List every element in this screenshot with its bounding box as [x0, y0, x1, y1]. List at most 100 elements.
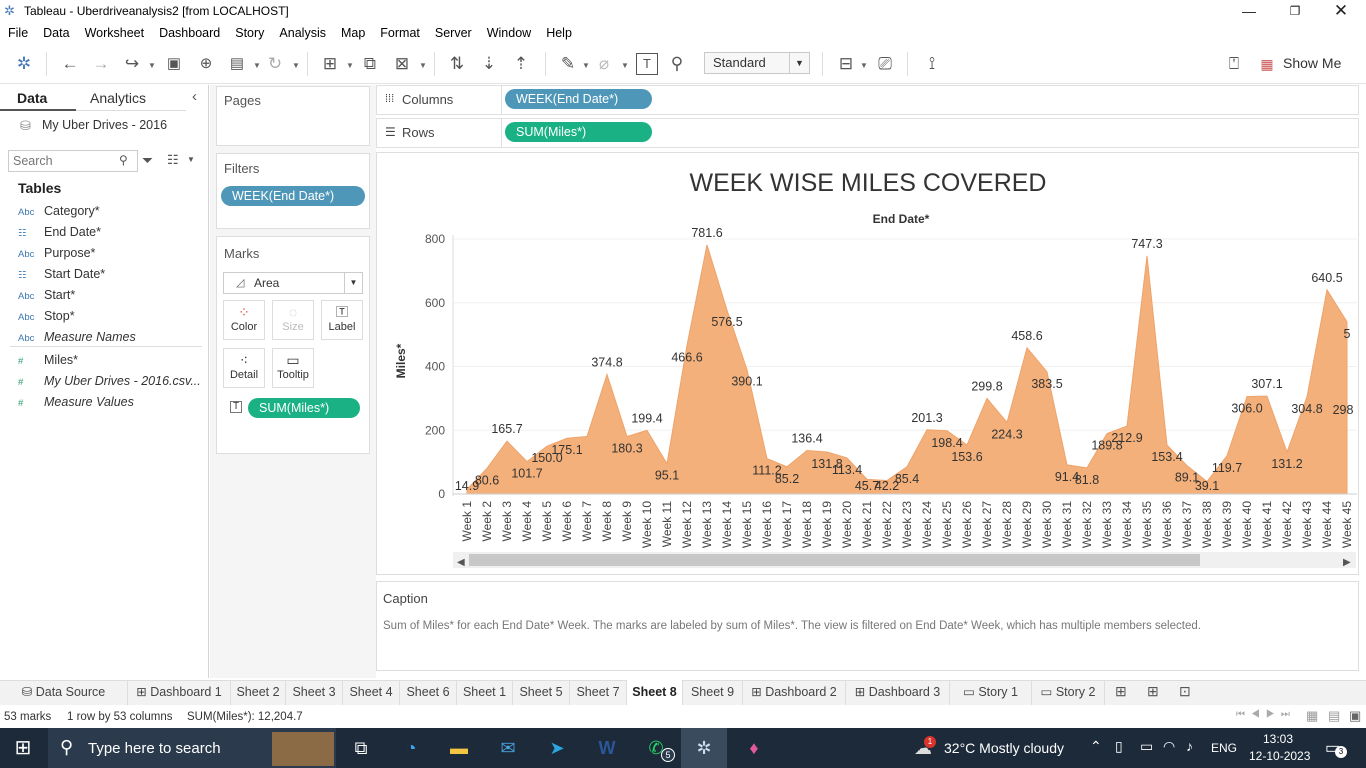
sheet-tab-sheet-4[interactable]: Sheet 4: [343, 680, 400, 705]
restore-icon[interactable]: ❐: [1289, 4, 1301, 18]
minimize-icon[interactable]: —: [1242, 3, 1256, 19]
duplicate-sheet-icon[interactable]: ⧉: [363, 54, 377, 73]
menu-file[interactable]: File: [8, 26, 29, 40]
sort-ascending-icon[interactable]: ⇣: [481, 54, 497, 73]
tableau-start-icon[interactable]: ✲: [16, 54, 32, 73]
menu-story[interactable]: Story: [235, 26, 265, 40]
show-sheet-sorter-icon[interactable]: ▦: [1306, 708, 1319, 723]
menu-window[interactable]: Window: [486, 26, 532, 40]
field-end-date[interactable]: ☷ End Date*: [18, 222, 208, 243]
menu-dashboard[interactable]: Dashboard: [159, 26, 221, 40]
label-button[interactable]: 🅃 Label: [321, 300, 363, 340]
rows-shelf[interactable]: ☰ Rows SUM(Miles*): [376, 118, 1359, 148]
whatsapp-icon[interactable]: ✆: [648, 738, 664, 758]
new-worksheet-icon[interactable]: ⊞: [1115, 683, 1127, 699]
menu-map[interactable]: Map: [340, 26, 366, 40]
sheet-tab-sheet-9[interactable]: Sheet 9: [683, 680, 743, 705]
field-start-date[interactable]: ☷ Start Date*: [18, 264, 208, 285]
menu-analysis[interactable]: Analysis: [279, 26, 326, 40]
field-category[interactable]: Abc Category*: [18, 201, 208, 222]
close-icon[interactable]: ✕: [1333, 1, 1349, 20]
collapse-pane-icon[interactable]: ‹: [192, 88, 197, 105]
mail-icon[interactable]: ✉: [500, 738, 516, 758]
swap-icon[interactable]: ⇅: [449, 54, 465, 73]
datasource-name[interactable]: My Uber Drives - 2016: [42, 118, 168, 132]
sheet-tab-sheet-7[interactable]: Sheet 7: [570, 680, 627, 705]
share-icon[interactable]: ⟟: [928, 54, 936, 73]
rows-pill[interactable]: SUM(Miles*): [505, 122, 652, 142]
sheet-tab-story-2[interactable]: ▭ Story 2: [1032, 680, 1105, 705]
field-purpose[interactable]: Abc Purpose*: [18, 243, 208, 264]
battery-icon[interactable]: ▭: [1140, 738, 1154, 754]
view-options-icon[interactable]: ☷: [167, 152, 179, 167]
windows-start-icon[interactable]: ⊞: [14, 737, 32, 759]
sheet-tab-data-source[interactable]: ⛁ Data Source: [0, 680, 128, 705]
show-cards-icon[interactable]: ⊟: [838, 54, 854, 73]
filter-pill[interactable]: WEEK(End Date*): [221, 186, 365, 206]
tab-data[interactable]: Data: [0, 85, 76, 111]
sheet-tab-story-1[interactable]: ▭ Story 1: [950, 680, 1032, 705]
tableau-taskbar-button[interactable]: ✲: [681, 728, 727, 768]
search-box[interactable]: ⚲: [8, 150, 138, 172]
file-explorer-icon[interactable]: ▬: [450, 738, 468, 758]
field-measure-values[interactable]: # Measure Values: [18, 392, 208, 413]
new-dashboard-icon[interactable]: ⊞: [1147, 683, 1159, 699]
volume-icon[interactable]: ♪: [1186, 738, 1193, 754]
columns-shelf[interactable]: ⁞⁞⁞ Columns WEEK(End Date*): [376, 85, 1359, 115]
area-series[interactable]: [466, 244, 1348, 495]
field-measure-names[interactable]: Abc Measure Names: [18, 327, 208, 348]
color-button[interactable]: ⁘ Color: [223, 300, 265, 340]
show-me-icon[interactable]: ▦: [1260, 56, 1274, 72]
redo-icon[interactable]: →: [92, 54, 110, 73]
scrollbar-thumb[interactable]: [469, 554, 1200, 566]
chevron-down-icon[interactable]: ▼: [187, 155, 195, 164]
show-me-button[interactable]: Show Me: [1283, 55, 1342, 71]
sheet-tab-sheet-6[interactable]: Sheet 6: [400, 680, 457, 705]
fix-axes-icon[interactable]: ⚲: [670, 54, 684, 73]
format-painter-icon[interactable]: ⍞: [1228, 54, 1240, 73]
clear-sheet-icon[interactable]: ⊠: [394, 54, 410, 73]
new-datasource-icon[interactable]: ⊕: [199, 55, 213, 72]
size-button[interactable]: ◌ Size: [272, 300, 314, 340]
detail-button[interactable]: ⁖ Detail: [223, 348, 265, 388]
edge-icon[interactable]: ◔: [405, 738, 417, 758]
show-filmstrip-icon[interactable]: ▤: [1328, 708, 1341, 723]
field-record-count[interactable]: # My Uber Drives - 2016.csv...: [18, 371, 208, 392]
show-labels-icon[interactable]: T: [636, 53, 658, 75]
area-chart[interactable]: WEEK WISE MILES COVERED End Date* Miles*…: [377, 153, 1358, 574]
filter-icon[interactable]: ⏷: [142, 152, 154, 168]
sort-descending-icon[interactable]: ⇡: [513, 54, 529, 73]
sheet-tab-sheet-2[interactable]: Sheet 2: [231, 680, 286, 705]
word-icon[interactable]: W: [598, 738, 616, 758]
undo-icon[interactable]: ←: [61, 54, 79, 73]
menu-worksheet[interactable]: Worksheet: [84, 26, 145, 40]
menu-data[interactable]: Data: [43, 26, 70, 40]
sheet-tab-sheet-5[interactable]: Sheet 5: [513, 680, 570, 705]
sheet-tab-sheet-3[interactable]: Sheet 3: [286, 680, 343, 705]
taskbar-search[interactable]: ⚲ Type here to search: [48, 728, 336, 768]
clock-time[interactable]: 13:03: [1263, 732, 1294, 746]
pause-updates-icon[interactable]: ▤: [229, 55, 245, 72]
pages-card[interactable]: Pages: [216, 86, 370, 146]
field-start[interactable]: Abc Start*: [18, 285, 208, 306]
scroll-right-icon[interactable]: ▶: [1343, 557, 1351, 568]
presentation-mode-icon[interactable]: ⎚: [878, 54, 892, 73]
new-worksheet-icon[interactable]: ⊞: [322, 54, 338, 73]
menu-server[interactable]: Server: [434, 26, 472, 40]
mark-type-dropdown[interactable]: ◿ Area ▼: [223, 272, 363, 294]
save-icon[interactable]: ▣: [166, 55, 182, 72]
search-input[interactable]: [13, 153, 113, 169]
paint-app-icon[interactable]: ♦: [749, 738, 759, 758]
field-stop[interactable]: Abc Stop*: [18, 306, 208, 327]
sheet-tab-dashboard-2[interactable]: ⊞ Dashboard 2: [743, 680, 846, 705]
filters-card[interactable]: Filters WEEK(End Date*): [216, 153, 370, 229]
menu-help[interactable]: Help: [546, 26, 572, 40]
sheet-tab-sheet-8[interactable]: Sheet 8: [627, 680, 683, 705]
menu-format[interactable]: Format: [380, 26, 420, 40]
show-tabs-icon[interactable]: ▣: [1349, 708, 1362, 723]
sheet-tab-dashboard-3[interactable]: ⊞ Dashboard 3: [846, 680, 950, 705]
sheet-tab-dashboard-1[interactable]: ⊞ Dashboard 1: [128, 680, 231, 705]
sheet-tab-sheet-1[interactable]: Sheet 1: [457, 680, 513, 705]
columns-pill[interactable]: WEEK(End Date*): [505, 89, 652, 109]
new-story-icon[interactable]: ⊡: [1179, 683, 1191, 699]
